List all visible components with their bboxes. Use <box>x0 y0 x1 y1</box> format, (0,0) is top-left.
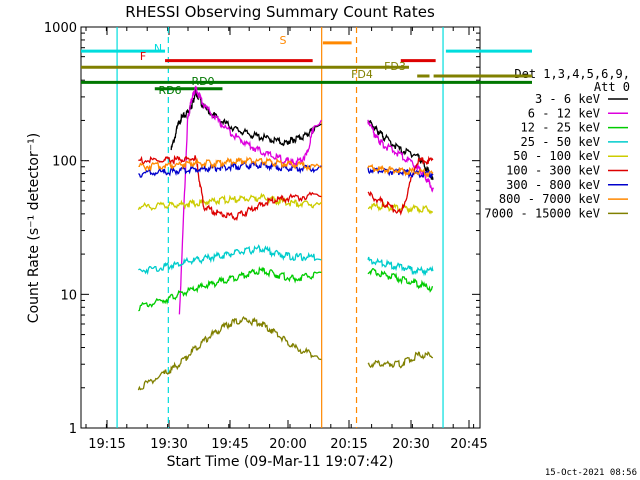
x-tick-label: 20:30 <box>392 437 429 452</box>
series-line <box>367 201 434 215</box>
legend-label: 12 - 25 keV <box>521 121 600 135</box>
legend-label: 7000 - 15000 keV <box>484 206 600 220</box>
legend-label: 800 - 7000 keV <box>499 192 600 206</box>
x-tick-label: 20:45 <box>450 437 487 452</box>
y-tick-label: 1 <box>69 422 77 437</box>
legend-label: 25 - 50 keV <box>521 135 600 149</box>
legend-att: Att 0 <box>594 80 630 94</box>
y-tick-label: 100 <box>52 155 77 170</box>
chart-title: RHESSI Observing Summary Count Rates <box>125 3 435 21</box>
y-tick-label: 10 <box>60 288 77 303</box>
flag-label: S <box>280 34 287 47</box>
flag-label: RD6 <box>158 84 181 97</box>
y-tick-label: 1000 <box>44 21 77 36</box>
legend-label: 300 - 800 keV <box>506 178 600 192</box>
legend-label: 3 - 6 keV <box>535 92 600 106</box>
series-line <box>138 155 322 172</box>
series-line <box>367 155 434 216</box>
flag-label: RD0 <box>191 75 214 88</box>
legend-label: 50 - 100 keV <box>513 149 600 163</box>
series-line <box>367 163 434 179</box>
x-axis-label: Start Time (09-Mar-11 19:07:42) <box>167 454 394 470</box>
flag-label: FD4 <box>351 68 373 81</box>
x-tick-label: 20:15 <box>330 437 367 452</box>
flag-label: N <box>154 42 162 55</box>
x-tick-label: 19:15 <box>88 437 125 452</box>
series-line <box>138 244 322 276</box>
series-line <box>138 154 322 222</box>
flag-label: FD3 <box>384 60 406 73</box>
series-line <box>367 120 434 181</box>
legend-label: 100 - 300 keV <box>506 164 600 178</box>
legend-label: 6 - 12 keV <box>528 106 600 120</box>
series-line <box>367 119 434 193</box>
series-line <box>367 268 433 293</box>
series-line <box>170 88 322 151</box>
x-tick-label: 19:30 <box>150 437 187 452</box>
series-line <box>137 315 322 391</box>
series-line <box>367 351 434 369</box>
x-tick-label: 19:45 <box>211 437 248 452</box>
y-axis-label: Count Rate (s⁻¹ detector⁻¹) <box>26 133 42 323</box>
timestamp: 15-Oct-2021 08:56 <box>545 468 637 478</box>
flag-label: F <box>140 50 146 63</box>
plot-frame <box>80 26 481 429</box>
series-line <box>367 166 434 179</box>
series-line <box>367 256 434 277</box>
series-line <box>137 192 322 212</box>
legend-title: Det 1,3,4,5,6,9, <box>514 67 630 81</box>
x-tick-label: 20:00 <box>269 437 306 452</box>
series-line <box>178 85 322 315</box>
series-line <box>138 265 322 312</box>
